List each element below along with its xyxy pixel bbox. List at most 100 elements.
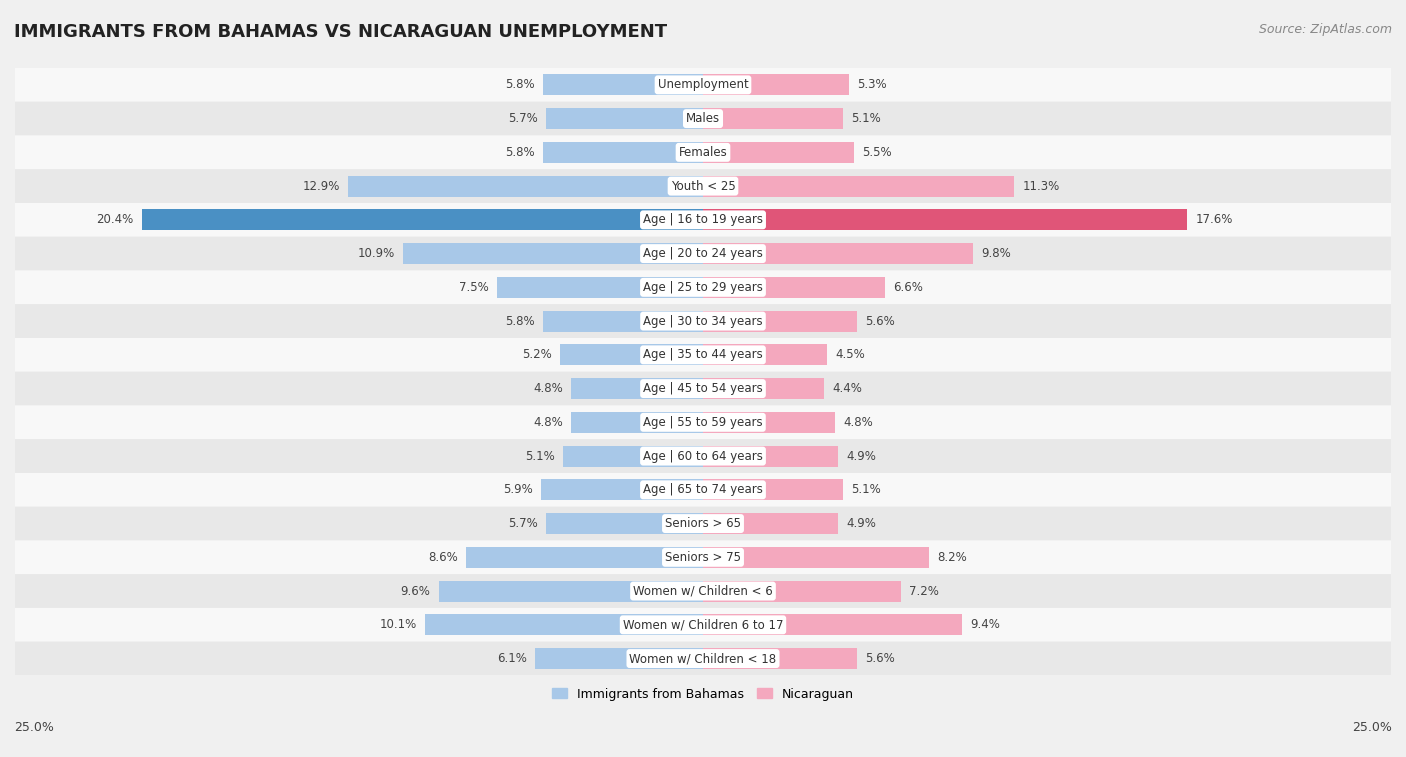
Text: 5.1%: 5.1% bbox=[852, 483, 882, 497]
Text: 5.6%: 5.6% bbox=[865, 652, 896, 665]
Text: 9.6%: 9.6% bbox=[401, 584, 430, 597]
FancyBboxPatch shape bbox=[15, 101, 1391, 136]
Text: 9.8%: 9.8% bbox=[981, 247, 1011, 260]
Text: 8.6%: 8.6% bbox=[429, 551, 458, 564]
Text: 4.9%: 4.9% bbox=[846, 450, 876, 463]
Bar bbox=[560, 344, 703, 366]
Bar bbox=[703, 142, 855, 163]
Bar bbox=[467, 547, 703, 568]
Bar bbox=[703, 176, 1014, 197]
FancyBboxPatch shape bbox=[15, 68, 1391, 101]
Text: 7.2%: 7.2% bbox=[910, 584, 939, 597]
Text: 5.3%: 5.3% bbox=[858, 79, 887, 92]
Bar bbox=[703, 513, 838, 534]
Text: 4.9%: 4.9% bbox=[846, 517, 876, 530]
Text: 10.9%: 10.9% bbox=[357, 247, 395, 260]
FancyBboxPatch shape bbox=[15, 575, 1391, 608]
FancyBboxPatch shape bbox=[15, 473, 1391, 506]
FancyBboxPatch shape bbox=[15, 540, 1391, 575]
Text: Males: Males bbox=[686, 112, 720, 125]
Bar bbox=[425, 615, 703, 635]
FancyBboxPatch shape bbox=[15, 203, 1391, 237]
Text: 5.6%: 5.6% bbox=[865, 315, 896, 328]
Text: Unemployment: Unemployment bbox=[658, 79, 748, 92]
Text: 5.8%: 5.8% bbox=[506, 315, 536, 328]
Bar bbox=[543, 74, 703, 95]
Text: 6.6%: 6.6% bbox=[893, 281, 922, 294]
Bar bbox=[703, 547, 929, 568]
Bar bbox=[562, 446, 703, 466]
Text: Age | 16 to 19 years: Age | 16 to 19 years bbox=[643, 213, 763, 226]
Bar bbox=[703, 108, 844, 129]
Text: 4.8%: 4.8% bbox=[533, 416, 562, 428]
Text: Age | 25 to 29 years: Age | 25 to 29 years bbox=[643, 281, 763, 294]
Text: IMMIGRANTS FROM BAHAMAS VS NICARAGUAN UNEMPLOYMENT: IMMIGRANTS FROM BAHAMAS VS NICARAGUAN UN… bbox=[14, 23, 668, 41]
Text: Females: Females bbox=[679, 146, 727, 159]
Bar bbox=[703, 581, 901, 602]
Text: 4.5%: 4.5% bbox=[835, 348, 865, 361]
Text: 5.5%: 5.5% bbox=[863, 146, 893, 159]
FancyBboxPatch shape bbox=[15, 338, 1391, 372]
Bar bbox=[703, 277, 884, 298]
Bar bbox=[703, 74, 849, 95]
Text: 9.4%: 9.4% bbox=[970, 618, 1000, 631]
FancyBboxPatch shape bbox=[15, 608, 1391, 642]
Text: 5.1%: 5.1% bbox=[852, 112, 882, 125]
Text: Age | 60 to 64 years: Age | 60 to 64 years bbox=[643, 450, 763, 463]
Bar bbox=[703, 210, 1187, 230]
FancyBboxPatch shape bbox=[15, 237, 1391, 270]
FancyBboxPatch shape bbox=[15, 406, 1391, 439]
FancyBboxPatch shape bbox=[15, 304, 1391, 338]
Bar bbox=[543, 310, 703, 332]
Bar bbox=[546, 108, 703, 129]
Text: 4.8%: 4.8% bbox=[533, 382, 562, 395]
Text: 8.2%: 8.2% bbox=[936, 551, 967, 564]
FancyBboxPatch shape bbox=[15, 136, 1391, 170]
Bar bbox=[703, 310, 858, 332]
Bar bbox=[703, 479, 844, 500]
Bar bbox=[703, 615, 962, 635]
Bar bbox=[703, 412, 835, 433]
FancyBboxPatch shape bbox=[15, 642, 1391, 675]
Legend: Immigrants from Bahamas, Nicaraguan: Immigrants from Bahamas, Nicaraguan bbox=[547, 683, 859, 706]
Text: 12.9%: 12.9% bbox=[302, 179, 340, 192]
Text: Age | 35 to 44 years: Age | 35 to 44 years bbox=[643, 348, 763, 361]
FancyBboxPatch shape bbox=[15, 270, 1391, 304]
Text: Seniors > 75: Seniors > 75 bbox=[665, 551, 741, 564]
Bar bbox=[349, 176, 703, 197]
Text: 10.1%: 10.1% bbox=[380, 618, 416, 631]
Bar bbox=[703, 344, 827, 366]
Bar bbox=[536, 648, 703, 669]
Text: Women w/ Children 6 to 17: Women w/ Children 6 to 17 bbox=[623, 618, 783, 631]
Text: Women w/ Children < 6: Women w/ Children < 6 bbox=[633, 584, 773, 597]
Text: 5.7%: 5.7% bbox=[508, 517, 538, 530]
Text: Source: ZipAtlas.com: Source: ZipAtlas.com bbox=[1258, 23, 1392, 36]
Bar bbox=[404, 243, 703, 264]
Text: Age | 20 to 24 years: Age | 20 to 24 years bbox=[643, 247, 763, 260]
FancyBboxPatch shape bbox=[15, 372, 1391, 406]
Text: Age | 55 to 59 years: Age | 55 to 59 years bbox=[643, 416, 763, 428]
Text: 5.8%: 5.8% bbox=[506, 79, 536, 92]
Text: 6.1%: 6.1% bbox=[496, 652, 527, 665]
FancyBboxPatch shape bbox=[15, 170, 1391, 203]
Text: 4.8%: 4.8% bbox=[844, 416, 873, 428]
Bar bbox=[571, 378, 703, 399]
Bar bbox=[546, 513, 703, 534]
FancyBboxPatch shape bbox=[15, 506, 1391, 540]
Text: 5.2%: 5.2% bbox=[522, 348, 551, 361]
Text: 5.7%: 5.7% bbox=[508, 112, 538, 125]
Bar bbox=[541, 479, 703, 500]
Text: Seniors > 65: Seniors > 65 bbox=[665, 517, 741, 530]
Text: 25.0%: 25.0% bbox=[14, 721, 53, 734]
Text: 25.0%: 25.0% bbox=[1353, 721, 1392, 734]
Text: Age | 45 to 54 years: Age | 45 to 54 years bbox=[643, 382, 763, 395]
Bar bbox=[703, 648, 858, 669]
Text: Age | 30 to 34 years: Age | 30 to 34 years bbox=[643, 315, 763, 328]
Bar bbox=[703, 378, 824, 399]
Text: 20.4%: 20.4% bbox=[96, 213, 134, 226]
Bar bbox=[142, 210, 703, 230]
Bar bbox=[703, 243, 973, 264]
Text: 5.9%: 5.9% bbox=[502, 483, 533, 497]
Text: 5.8%: 5.8% bbox=[506, 146, 536, 159]
Text: Women w/ Children < 18: Women w/ Children < 18 bbox=[630, 652, 776, 665]
